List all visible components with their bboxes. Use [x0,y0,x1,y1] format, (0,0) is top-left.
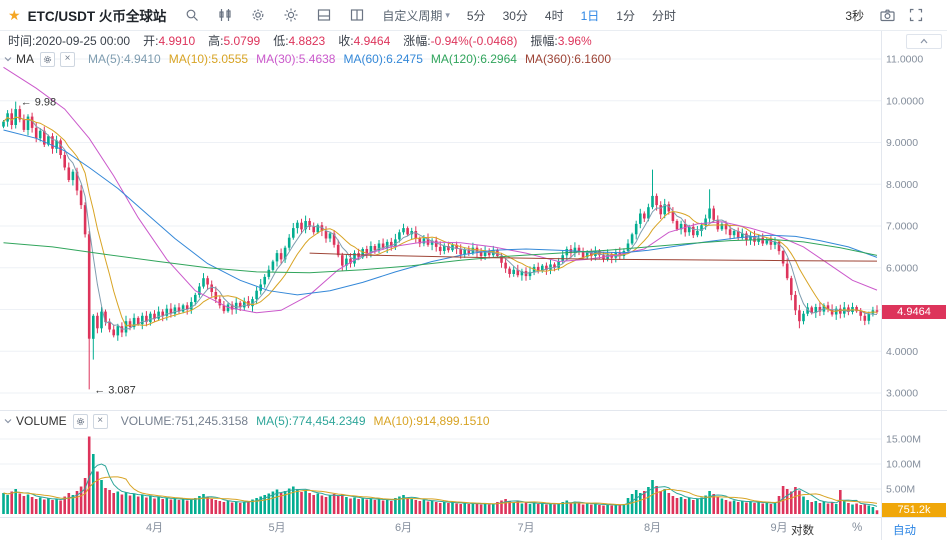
period-tab-timeline[interactable]: 分时 [651,8,676,23]
svg-text:7.0000: 7.0000 [886,221,918,233]
theme-brightness-icon[interactable] [284,8,298,22]
svg-text:6.0000: 6.0000 [886,262,918,274]
price-axis[interactable] [882,31,947,517]
toolbar: ★ ETC/USDT 火币全球站 自定义周期 ▾ 5分 30分 4时 1日 1分… [0,0,947,31]
open-label: 开: [143,34,159,48]
ma360-value: MA(360):6.1600 [524,52,611,66]
svg-text:10.0000: 10.0000 [886,95,924,107]
ma10-value: MA(10):5.0555 [168,52,249,66]
toolbar-right: 3秒 [845,7,937,24]
svg-text:7月: 7月 [517,522,534,534]
chevron-down-icon: ▾ [445,9,450,20]
close-value: 4.9464 [353,34,391,48]
svg-text:8月: 8月 [644,522,661,534]
last-volume-tag: 751.2k [882,503,946,518]
low-value: 4.8823 [288,34,326,48]
open-value: 4.9910 [158,34,196,48]
volume-title: VOLUME [16,414,67,428]
ma-title: MA [16,52,34,66]
period-tab-1min[interactable]: 1分 [616,8,635,23]
svg-text:11.0000: 11.0000 [886,54,923,66]
period-tab-1day[interactable]: 1日 [580,8,600,23]
collapse-panel-button[interactable] [906,34,942,49]
svg-text:3.0000: 3.0000 [886,388,918,400]
svg-text:5月: 5月 [268,522,285,534]
ma30-value: MA(30):5.4638 [256,52,336,66]
camera-snapshot-icon[interactable] [880,8,895,22]
low-label: 低: [273,34,289,48]
period-tab-4h[interactable]: 4时 [544,8,564,23]
period-tab-5min[interactable]: 5分 [466,8,486,23]
svg-text:15.00M: 15.00M [886,434,921,446]
volume-settings-button[interactable] [72,413,88,429]
volume-ma5-value: MA(5):774,454.2349 [256,414,366,428]
svg-text:4.0000: 4.0000 [886,346,918,358]
log-scale-toggle[interactable]: 对数 [791,525,814,537]
svg-text:9.0000: 9.0000 [886,137,918,149]
svg-text:9月: 9月 [770,522,787,534]
ohlc-info-bar: 时间:2020-09-25 00:00 开:4.9910 高:5.0799 低:… [8,33,605,48]
time-value: 2020-09-25 00:00 [35,34,131,48]
high-value: 5.0799 [223,34,261,48]
kline-style-icon[interactable] [218,8,232,22]
ma-indicator-bar: MA × MA(5):4.9410 MA(10):5.0555 MA(30):5… [4,51,611,67]
period-tab-30min[interactable]: 30分 [502,8,528,23]
indicator-pane-icon[interactable] [317,8,331,22]
fullscreen-icon[interactable] [909,8,923,22]
ma5-value: MA(5):4.9410 [88,52,161,66]
high-label: 高: [208,34,224,48]
favorite-star-icon[interactable]: ★ [8,7,21,23]
volume-indicator-bar: VOLUME × VOLUME:751,245.3158 MA(5):774,4… [4,413,490,429]
ma-pane-collapse-icon[interactable] [4,55,12,63]
last-price-tag: 4.9464 [882,304,946,319]
percent-scale-toggle[interactable]: % [852,522,863,534]
ma-close-button[interactable]: × [60,51,75,67]
ma60-value: MA(60):6.2475 [343,52,423,66]
volume-value: VOLUME:751,245.3158 [120,414,249,428]
svg-text:5.00M: 5.00M [886,484,915,496]
custom-period-label: 自定义周期 [382,8,443,23]
svg-text:10.00M: 10.00M [886,459,921,471]
volume-ma10-value: MA(10):914,899.1510 [373,414,490,428]
time-axis[interactable] [0,518,881,540]
svg-text:← 9.98: ← 9.98 [21,97,56,109]
chart-settings-gear-icon[interactable] [251,8,265,22]
period-tabs: 自定义周期 ▾ 5分 30分 4时 1日 1分 分时 [382,7,693,24]
svg-text:6月: 6月 [395,522,412,534]
amplitude-value: 3.96% [557,34,592,48]
volume-pane-collapse-icon[interactable] [4,417,12,425]
svg-text:8.0000: 8.0000 [886,179,918,191]
auto-scale-toggle[interactable]: 自动 [893,525,916,537]
change-label: 涨幅: [403,34,431,48]
candle-countdown: 3秒 [845,8,864,23]
search-icon[interactable] [185,8,199,22]
time-label: 时间: [8,34,36,48]
compare-pane-icon[interactable] [350,8,364,22]
svg-text:← 3.087: ← 3.087 [94,384,136,396]
volume-close-button[interactable]: × [92,413,108,429]
ma-settings-button[interactable] [40,51,55,67]
close-label: 收: [338,34,354,48]
change-value: -0.94%(-0.0468) [430,34,518,48]
custom-period-dropdown[interactable]: 自定义周期 ▾ [382,7,450,24]
amplitude-label: 振幅: [530,34,558,48]
svg-text:4月: 4月 [146,522,163,534]
ma120-value: MA(120):6.2964 [430,52,517,66]
symbol-title: ETC/USDT 火币全球站 [27,9,167,24]
